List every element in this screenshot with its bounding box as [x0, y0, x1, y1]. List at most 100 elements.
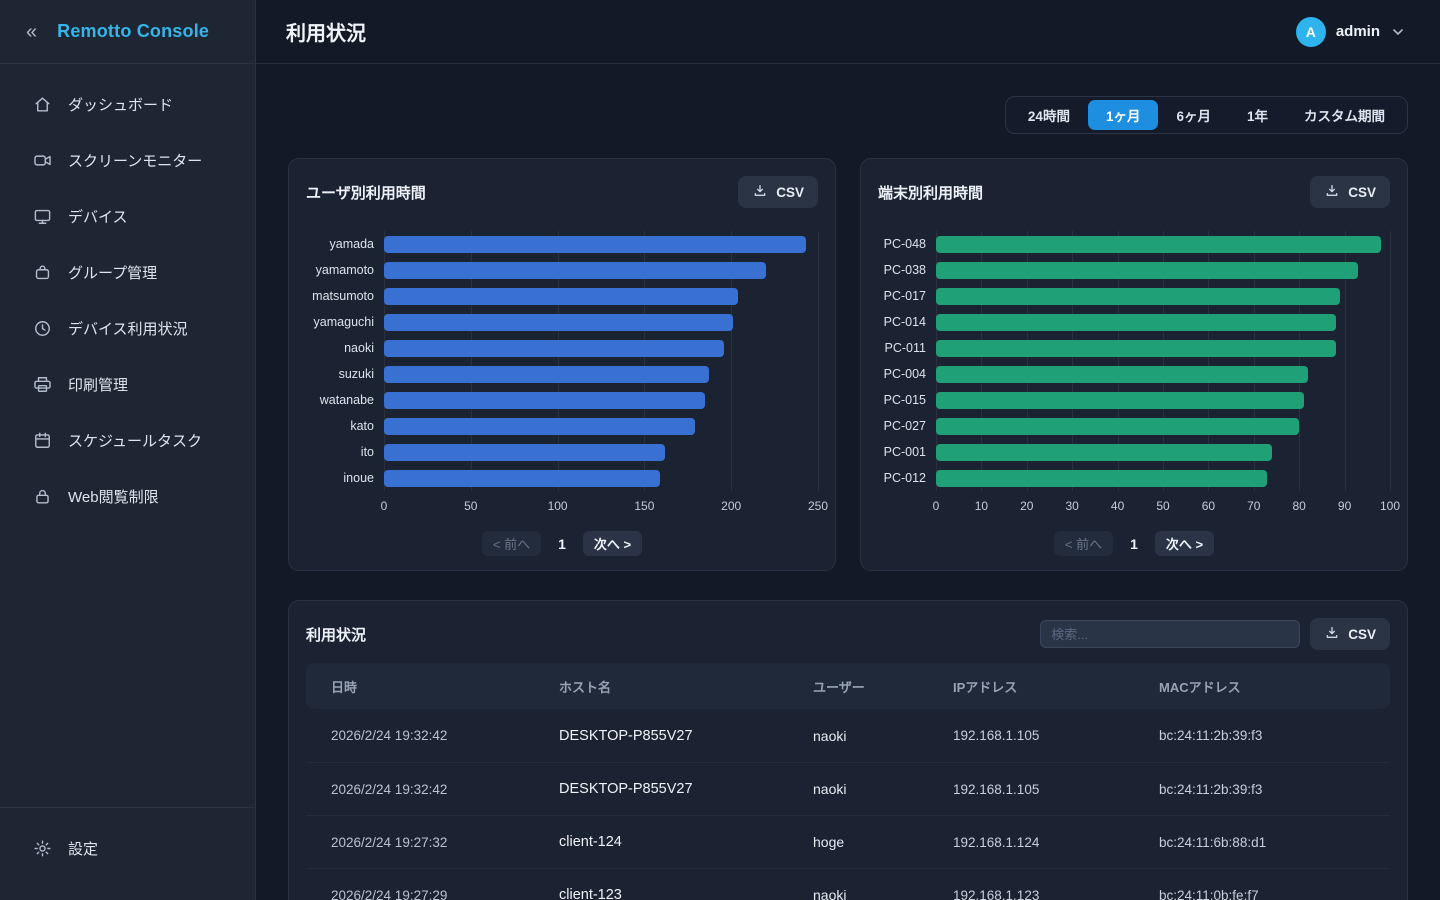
chart-bar-row: suzuki: [306, 361, 818, 387]
sidebar-header: « Remotto Console: [0, 0, 255, 64]
csv-label: CSV: [1348, 184, 1376, 200]
sidebar-item-devices[interactable]: デバイス: [0, 188, 255, 244]
bar-category-label: PC-012: [883, 471, 926, 485]
bar-category-label: naoki: [344, 341, 374, 355]
chart-bar-row: PC-014: [878, 309, 1390, 335]
column-header: MACアドレス: [1159, 679, 1241, 695]
table-cell: bc:24:11:6b:88:d1: [1159, 834, 1267, 850]
prev-page-button[interactable]: < 前へ: [1053, 531, 1114, 556]
time-range-1m[interactable]: 1ヶ月: [1087, 100, 1159, 130]
current-page-number: 1: [1130, 535, 1138, 552]
sidebar-item-label: 設定: [68, 840, 99, 858]
chart-gridlines: [936, 231, 1391, 491]
time-range-1y[interactable]: 1年: [1229, 100, 1286, 130]
collapse-sidebar-icon[interactable]: «: [26, 20, 38, 43]
chart-bar-row: inoue: [306, 465, 818, 491]
sidebar-nav: ダッシュボードスクリーンモニター デバイスグループ管理デバイス利用状況 印刷管理スケ…: [0, 64, 255, 807]
download-icon: [1324, 625, 1340, 644]
sidebar-item-label: デバイス: [68, 208, 128, 226]
sidebar-item-scheduled-tasks[interactable]: スケジュールタスク: [0, 412, 255, 468]
next-page-button[interactable]: 次へ >: [1154, 531, 1215, 556]
brand-title: Remotto Console: [57, 21, 210, 41]
bar: [384, 339, 725, 357]
axis-tick-label: 70: [1247, 499, 1261, 513]
csv-download-button[interactable]: CSV: [1310, 176, 1390, 208]
calendar-icon: [32, 430, 52, 450]
csv-download-button[interactable]: CSV: [1310, 618, 1390, 650]
bar: [384, 443, 666, 461]
time-range-custom[interactable]: カスタム期間: [1286, 100, 1403, 130]
chart-pagination: < 前へ 1 次へ >: [878, 531, 1390, 556]
table-cell: client-124: [559, 834, 622, 850]
table-cell: bc:24:11:2b:39:f3: [1159, 781, 1263, 797]
axis-tick-label: 50: [1156, 499, 1170, 513]
table-cell: DESKTOP-P855V27: [559, 727, 693, 744]
table-row[interactable]: 2026/2/24 19:32:42 DESKTOP-P855V27 naoki 19…: [306, 709, 1390, 762]
sidebar-item-label: Web閲覧制限: [68, 488, 159, 506]
axis-tick-label: 100: [1379, 499, 1401, 513]
sidebar-item-print-management[interactable]: 印刷管理: [0, 356, 255, 412]
sidebar-item-label: スクリーンモニター: [68, 152, 203, 170]
time-range-24h[interactable]: 24時間: [1010, 100, 1088, 130]
bar-category-label: watanabe: [319, 393, 374, 407]
bar-category-label: PC-038: [883, 263, 926, 277]
axis-tick-label: 0: [380, 499, 388, 513]
printer-icon: [32, 374, 52, 394]
table-row[interactable]: 2026/2/24 19:27:32 client-124 hoge 192.168.…: [306, 815, 1390, 868]
chart-bar-row: PC-027: [878, 413, 1390, 439]
user-menu[interactable]: A admin: [1295, 16, 1406, 47]
column-header: ホスト名: [559, 679, 612, 695]
chart-bar-row: yamaguchi: [306, 309, 818, 335]
user-usage-chart-panel: ユーザ別利用時間 CSV yamada yamamoto matsumoto yama…: [288, 158, 836, 571]
sidebar-item-device-usage[interactable]: デバイス利用状況: [0, 300, 255, 356]
chart-gridlines: [384, 231, 819, 491]
table-cell: naoki: [813, 887, 847, 900]
sidebar-item-web-restriction[interactable]: Web閲覧制限: [0, 468, 255, 524]
sidebar-item-label: スケジュールタスク: [68, 432, 202, 450]
bar-category-label: yamaguchi: [313, 315, 374, 329]
bar-category-label: PC-004: [883, 367, 926, 381]
table-cell: 192.168.1.105: [953, 728, 1040, 743]
bar: [936, 391, 1304, 409]
sidebar-item-label: グループ管理: [68, 264, 158, 282]
usage-table-panel: 利用状況 CSV 日時 ホスト名 ユーザー IPアドレス MACアドレス 2026/2/…: [288, 600, 1408, 900]
next-page-button[interactable]: 次へ >: [582, 531, 643, 556]
sidebar-item-screen-monitor[interactable]: スクリーンモニター: [0, 132, 255, 188]
table-cell: 2026/2/24 19:32:42: [331, 781, 448, 797]
axis-tick-label: 150: [634, 499, 655, 513]
sidebar-item-group-management[interactable]: グループ管理: [0, 244, 255, 300]
chart-bar-row: PC-015: [878, 387, 1390, 413]
axis-tick-label: 100: [547, 499, 568, 513]
chart-bar-row: kato: [306, 413, 818, 439]
bar-category-label: PC-048: [883, 237, 926, 251]
chevron-down-icon: [1390, 24, 1406, 40]
chart-bar-row: yamamoto: [306, 257, 818, 283]
bar: [384, 391, 706, 409]
table-cell: 2026/2/24 19:27:32: [331, 834, 448, 850]
bar: [936, 313, 1336, 331]
sidebar-item-dashboard[interactable]: ダッシュボード: [0, 76, 255, 132]
bar: [936, 261, 1359, 279]
bar-category-label: yamada: [329, 237, 374, 251]
table-row[interactable]: 2026/2/24 19:27:29 client-123 naoki 192.168…: [306, 868, 1390, 900]
bar: [936, 339, 1336, 357]
chart-bar-row: PC-004: [878, 361, 1390, 387]
time-range-selector: 24時間 1ヶ月 6ヶ月 1年 カスタム期間: [1004, 96, 1408, 134]
user-usage-chart: yamada yamamoto matsumoto yamaguchi naoki suz…: [306, 231, 828, 515]
download-icon: [752, 183, 768, 202]
device-usage-chart: PC-048 PC-038 PC-017 PC-014 PC-011 PC-004 PC-0…: [878, 231, 1400, 515]
table-row[interactable]: 2026/2/24 19:32:42 DESKTOP-P855V27 naoki 19…: [306, 762, 1390, 815]
search-input[interactable]: [1040, 620, 1301, 648]
chart-bar-row: matsumoto: [306, 283, 818, 309]
sidebar-item-settings[interactable]: 設定: [0, 822, 255, 874]
chart-bar-row: watanabe: [306, 387, 818, 413]
prev-page-button[interactable]: < 前へ: [481, 531, 542, 556]
time-range-6m[interactable]: 6ヶ月: [1158, 100, 1229, 130]
csv-download-button[interactable]: CSV: [738, 176, 818, 208]
bar-category-label: suzuki: [338, 367, 374, 381]
bar: [936, 443, 1272, 461]
bar: [936, 417, 1300, 435]
bar-category-label: PC-027: [883, 419, 926, 433]
bar-category-label: kato: [350, 419, 374, 433]
